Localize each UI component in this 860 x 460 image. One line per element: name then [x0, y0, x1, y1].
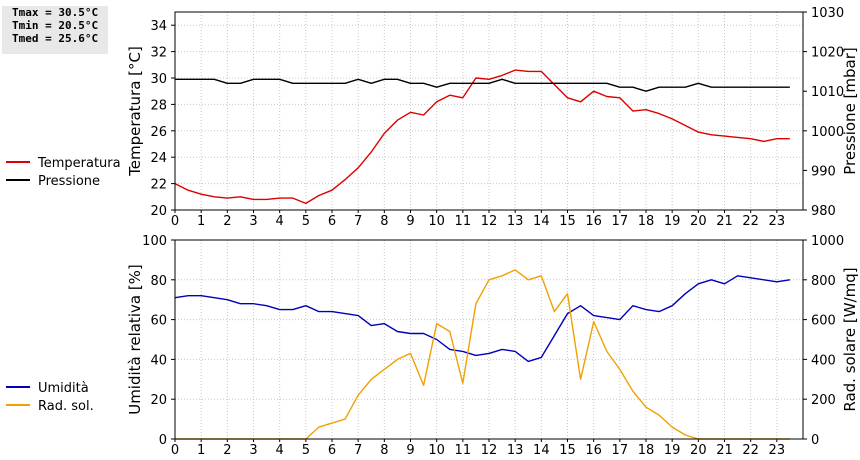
humidity-radiation-x-tick-label: 0	[171, 443, 179, 458]
temp-pressure-x-tick-label: 5	[302, 214, 310, 229]
stats-box: Tmax = 30.5°C Tmin = 20.5°C Tmed = 25.6°…	[2, 6, 108, 54]
temp-pressure-y-tick-label: 30	[150, 72, 167, 87]
humidity-radiation-plot-frame	[174, 239, 804, 440]
humidity-radiation-x-tick-label: 20	[690, 443, 707, 458]
humidity-radiation-x-tick-label: 17	[612, 443, 629, 458]
temp-pressure-y-tick-label: 22	[150, 178, 167, 193]
humidity-radiation-x-tick-label: 2	[223, 443, 231, 458]
tmax-label: Tmax = 30.5°C	[12, 6, 99, 19]
temp-pressure-legend-label-1: Pressione	[38, 174, 100, 189]
temp-pressure-x-tick-label: 1	[197, 214, 205, 229]
temp-pressure-y2-tick-label: 1030	[811, 6, 844, 21]
temp-pressure-x-tick-label: 15	[559, 214, 576, 229]
humidity-radiation-x-tick-label: 3	[249, 443, 257, 458]
temp-pressure-x-tick-label: 2	[223, 214, 231, 229]
temp-pressure-x-tick-label: 13	[507, 214, 524, 229]
humidity-radiation-y2-tick-label: 200	[811, 393, 836, 408]
temp-pressure-y-tick-label: 28	[150, 98, 167, 113]
humidity-radiation-y-tick-label: 0	[159, 433, 167, 448]
humidity-radiation-x-tick-label: 15	[559, 443, 576, 458]
temp-pressure-y-tick-label: 32	[150, 46, 167, 61]
temp-pressure-x-tick-label: 9	[406, 214, 414, 229]
humidity-radiation-x-tick-label: 13	[507, 443, 524, 458]
temp-pressure-x-tick-label: 11	[455, 214, 472, 229]
humidity-radiation-y-tick-label: 100	[142, 234, 167, 249]
humidity-radiation-x-tick-label: 7	[354, 443, 362, 458]
humidity-radiation-y2-tick-label: 0	[811, 433, 819, 448]
humidity-radiation-x-tick-label: 1	[197, 443, 205, 458]
temp-pressure-x-tick-label: 0	[171, 214, 179, 229]
humidity-radiation-x-tick-label: 19	[664, 443, 681, 458]
temp-pressure-x-tick-label: 12	[481, 214, 498, 229]
temp-pressure-x-tick-label: 3	[249, 214, 257, 229]
humidity-radiation-x-tick-label: 21	[716, 443, 733, 458]
temp-pressure-y-tick-label: 20	[150, 204, 167, 219]
temp-pressure-series-line-1	[175, 78, 790, 92]
humidity-radiation-x-tick-label: 22	[742, 443, 759, 458]
humidity-radiation-x-tick-label: 6	[328, 443, 336, 458]
humidity-radiation-x-tick-label: 10	[428, 443, 445, 458]
temp-pressure-y-tick-label: 34	[150, 19, 167, 34]
temp-pressure-y-tick-label: 26	[150, 125, 167, 140]
humidity-radiation-x-tick-label: 12	[481, 443, 498, 458]
humidity-radiation-x-tick-label: 16	[585, 443, 602, 458]
temp-pressure-x-tick-label: 7	[354, 214, 362, 229]
humidity-radiation-x-tick-label: 11	[455, 443, 472, 458]
humidity-radiation-x-tick-label: 18	[638, 443, 655, 458]
temp-pressure-y2-axis-label: Pressione [mbar]	[841, 47, 859, 175]
humidity-radiation-legend-label-1: Rad. sol.	[38, 399, 94, 414]
humidity-radiation-x-tick-label: 4	[276, 443, 284, 458]
temp-pressure-series-line-0	[174, 69, 790, 205]
temp-pressure-x-tick-label: 19	[664, 214, 681, 229]
temp-pressure-x-tick-label: 16	[585, 214, 602, 229]
temp-pressure-x-tick-label: 22	[742, 214, 759, 229]
humidity-radiation-y-tick-label: 40	[150, 353, 167, 368]
tmed-label: Tmed = 25.6°C	[12, 32, 99, 45]
humidity-radiation-x-tick-label: 9	[406, 443, 414, 458]
temp-pressure-x-tick-label: 4	[276, 214, 284, 229]
humidity-radiation-y2-tick-label: 800	[811, 274, 836, 289]
temp-pressure-y-tick-label: 24	[150, 151, 167, 166]
temp-pressure-x-tick-label: 21	[716, 214, 733, 229]
humidity-radiation-y-tick-label: 20	[150, 393, 167, 408]
humidity-radiation-x-tick-label: 14	[533, 443, 550, 458]
temp-pressure-legend-label-0: Temperatura	[37, 156, 121, 171]
temp-pressure-x-tick-label: 20	[690, 214, 707, 229]
humidity-radiation-x-tick-label: 23	[769, 443, 786, 458]
temp-pressure-y2-tick-label: 990	[811, 164, 836, 179]
temp-pressure-x-tick-label: 17	[612, 214, 629, 229]
temp-pressure-x-tick-label: 14	[533, 214, 550, 229]
humidity-radiation-y2-tick-label: 1000	[811, 234, 844, 249]
tmin-label: Tmin = 20.5°C	[12, 19, 99, 32]
temp-pressure-x-tick-label: 23	[769, 214, 786, 229]
humidity-radiation-series-line-0	[174, 275, 791, 363]
temp-pressure-y-axis-label: Temperatura [°C]	[126, 46, 144, 177]
temp-pressure-x-tick-label: 18	[638, 214, 655, 229]
humidity-radiation-y-tick-label: 80	[150, 274, 167, 289]
temp-pressure-y2-tick-label: 980	[811, 204, 836, 219]
humidity-radiation-y-axis-label: Umidità relativa [%]	[126, 264, 144, 415]
humidity-radiation-x-tick-label: 5	[302, 443, 310, 458]
temp-pressure-y2-tick-label: 1020	[811, 46, 844, 61]
humidity-radiation-x-tick-label: 8	[380, 443, 388, 458]
temp-pressure-y2-tick-label: 1000	[811, 125, 844, 140]
humidity-radiation-y2-axis-label: Rad. solare [W/mq]	[841, 267, 859, 411]
humidity-radiation-y2-tick-label: 400	[811, 353, 836, 368]
humidity-radiation-legend-label-0: Umidità	[38, 381, 89, 396]
humidity-radiation-y2-tick-label: 600	[811, 314, 836, 329]
humidity-radiation-y-tick-label: 60	[150, 314, 167, 329]
temp-pressure-y2-tick-label: 1010	[811, 85, 844, 100]
temp-pressure-x-tick-label: 6	[328, 214, 336, 229]
temp-pressure-x-tick-label: 10	[428, 214, 445, 229]
temp-pressure-plot-frame	[174, 11, 804, 211]
temp-pressure-x-tick-label: 8	[380, 214, 388, 229]
